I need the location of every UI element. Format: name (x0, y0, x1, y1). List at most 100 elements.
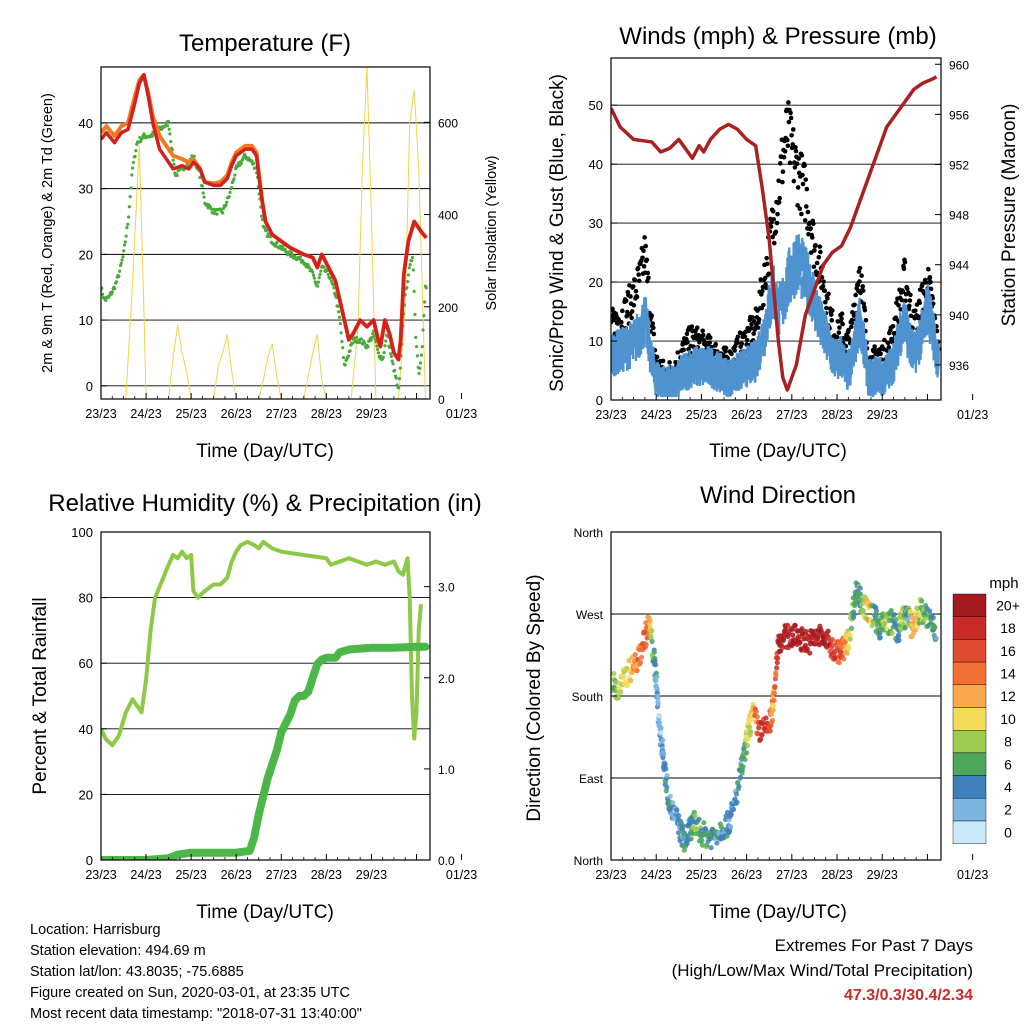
x-tick-label: 23/23 (85, 407, 116, 421)
direction-point (838, 649, 845, 655)
temperature-xlabel: Time (Day/UTC) (196, 441, 334, 462)
direction-point (626, 658, 632, 664)
winds-plot-area (611, 75, 941, 398)
gust-point (631, 302, 637, 308)
direction-point (698, 827, 705, 834)
dewpoint-point (406, 273, 411, 277)
gust-point (837, 325, 842, 330)
temp-2m-line (101, 73, 428, 362)
dewpoint-point (415, 354, 419, 358)
dewpoint-point (423, 300, 427, 304)
gust-point (620, 308, 625, 314)
y-tick-label: 0 (86, 379, 93, 394)
direction-point (803, 628, 809, 635)
direction-point (688, 836, 694, 842)
gust-point (917, 300, 922, 306)
dewpoint-point (264, 228, 269, 232)
dewpoint-point (172, 162, 176, 166)
dewpoint-point (417, 371, 421, 375)
gust-point (751, 331, 756, 336)
direction-point (734, 799, 740, 805)
y2-tick-label: 1.0 (438, 763, 455, 777)
gust-point (799, 211, 804, 217)
dewpoint-point (113, 287, 117, 291)
gust-point (861, 301, 867, 307)
direction-point (933, 635, 939, 641)
dewpoint-point (232, 177, 236, 181)
dewpoint-point (134, 149, 138, 153)
direction-point (888, 607, 894, 614)
x-tick-label: 23/23 (595, 868, 626, 882)
gust-point (796, 156, 801, 161)
dewpoint-point (230, 186, 234, 190)
gust-point (811, 221, 816, 227)
dewpoint-point (126, 215, 131, 219)
dewpoint-point (389, 352, 393, 356)
gust-point (756, 317, 762, 322)
gust-point (928, 279, 933, 285)
direction-point (730, 806, 737, 813)
gust-point (857, 265, 863, 271)
direction-point (684, 840, 690, 847)
colorbar-swatch (952, 661, 987, 685)
direction-point (708, 845, 714, 851)
dewpoint-point (348, 349, 352, 353)
dewpoint-point (201, 191, 205, 195)
gust-point (762, 275, 768, 281)
direction-point (670, 800, 676, 806)
gust-point (643, 243, 649, 249)
y2-tick-label: 2.0 (438, 672, 455, 686)
dewpoint-point (420, 344, 424, 349)
direction-point (770, 707, 776, 713)
dewpoint-point (150, 134, 154, 138)
gust-point (611, 306, 615, 312)
dewpoint-point (119, 261, 123, 265)
colorbar-label: 16 (1000, 643, 1016, 659)
x-tick-label: 25/23 (175, 868, 206, 882)
colorbar-swatch (952, 639, 987, 663)
direction-point (882, 620, 888, 626)
dewpoint-point (227, 195, 231, 199)
gust-point (926, 266, 931, 272)
gust-point (735, 340, 740, 346)
dewpoint-point (336, 304, 340, 308)
direction-point (902, 624, 908, 630)
gust-point (822, 288, 828, 294)
extremes-values: 47.3/0.3/30.4/2.34 (844, 987, 973, 1004)
gust-point (885, 340, 891, 346)
direction-title: Wind Direction (700, 482, 856, 509)
dewpoint-point (407, 266, 411, 270)
x-tick-label: 25/23 (686, 868, 717, 882)
direction-point (807, 650, 813, 656)
dewpoint-point (354, 336, 359, 340)
gust-point (771, 240, 777, 246)
direction-point (771, 690, 777, 696)
gust-point (761, 302, 766, 308)
dewpoint-point (406, 279, 410, 284)
dewpoint-point (122, 249, 126, 253)
dewpoint-point (315, 284, 320, 288)
direction-point (628, 678, 634, 684)
gust-point (899, 297, 905, 303)
direction-point (624, 682, 631, 688)
temperature-panel: Temperature (F) 010203040020040060023/23… (40, 30, 500, 462)
x-tick-label: 27/23 (776, 868, 807, 882)
gust-point (863, 317, 869, 323)
direction-point (744, 742, 751, 749)
direction-point (841, 656, 847, 662)
x-tick-label: 24/23 (130, 407, 161, 421)
gust-point (802, 218, 808, 223)
direction-point (735, 779, 741, 786)
gust-point (760, 288, 765, 294)
colorbar-swatch (952, 820, 987, 844)
gust-point (803, 177, 809, 182)
dewpoint-point (131, 160, 136, 165)
gust-point (872, 344, 877, 349)
direction-point (754, 714, 760, 720)
direction-point (728, 812, 734, 818)
precipitation-line (101, 642, 430, 860)
direction-point (701, 820, 707, 826)
direction-point (663, 766, 669, 772)
dewpoint-point (212, 211, 217, 216)
